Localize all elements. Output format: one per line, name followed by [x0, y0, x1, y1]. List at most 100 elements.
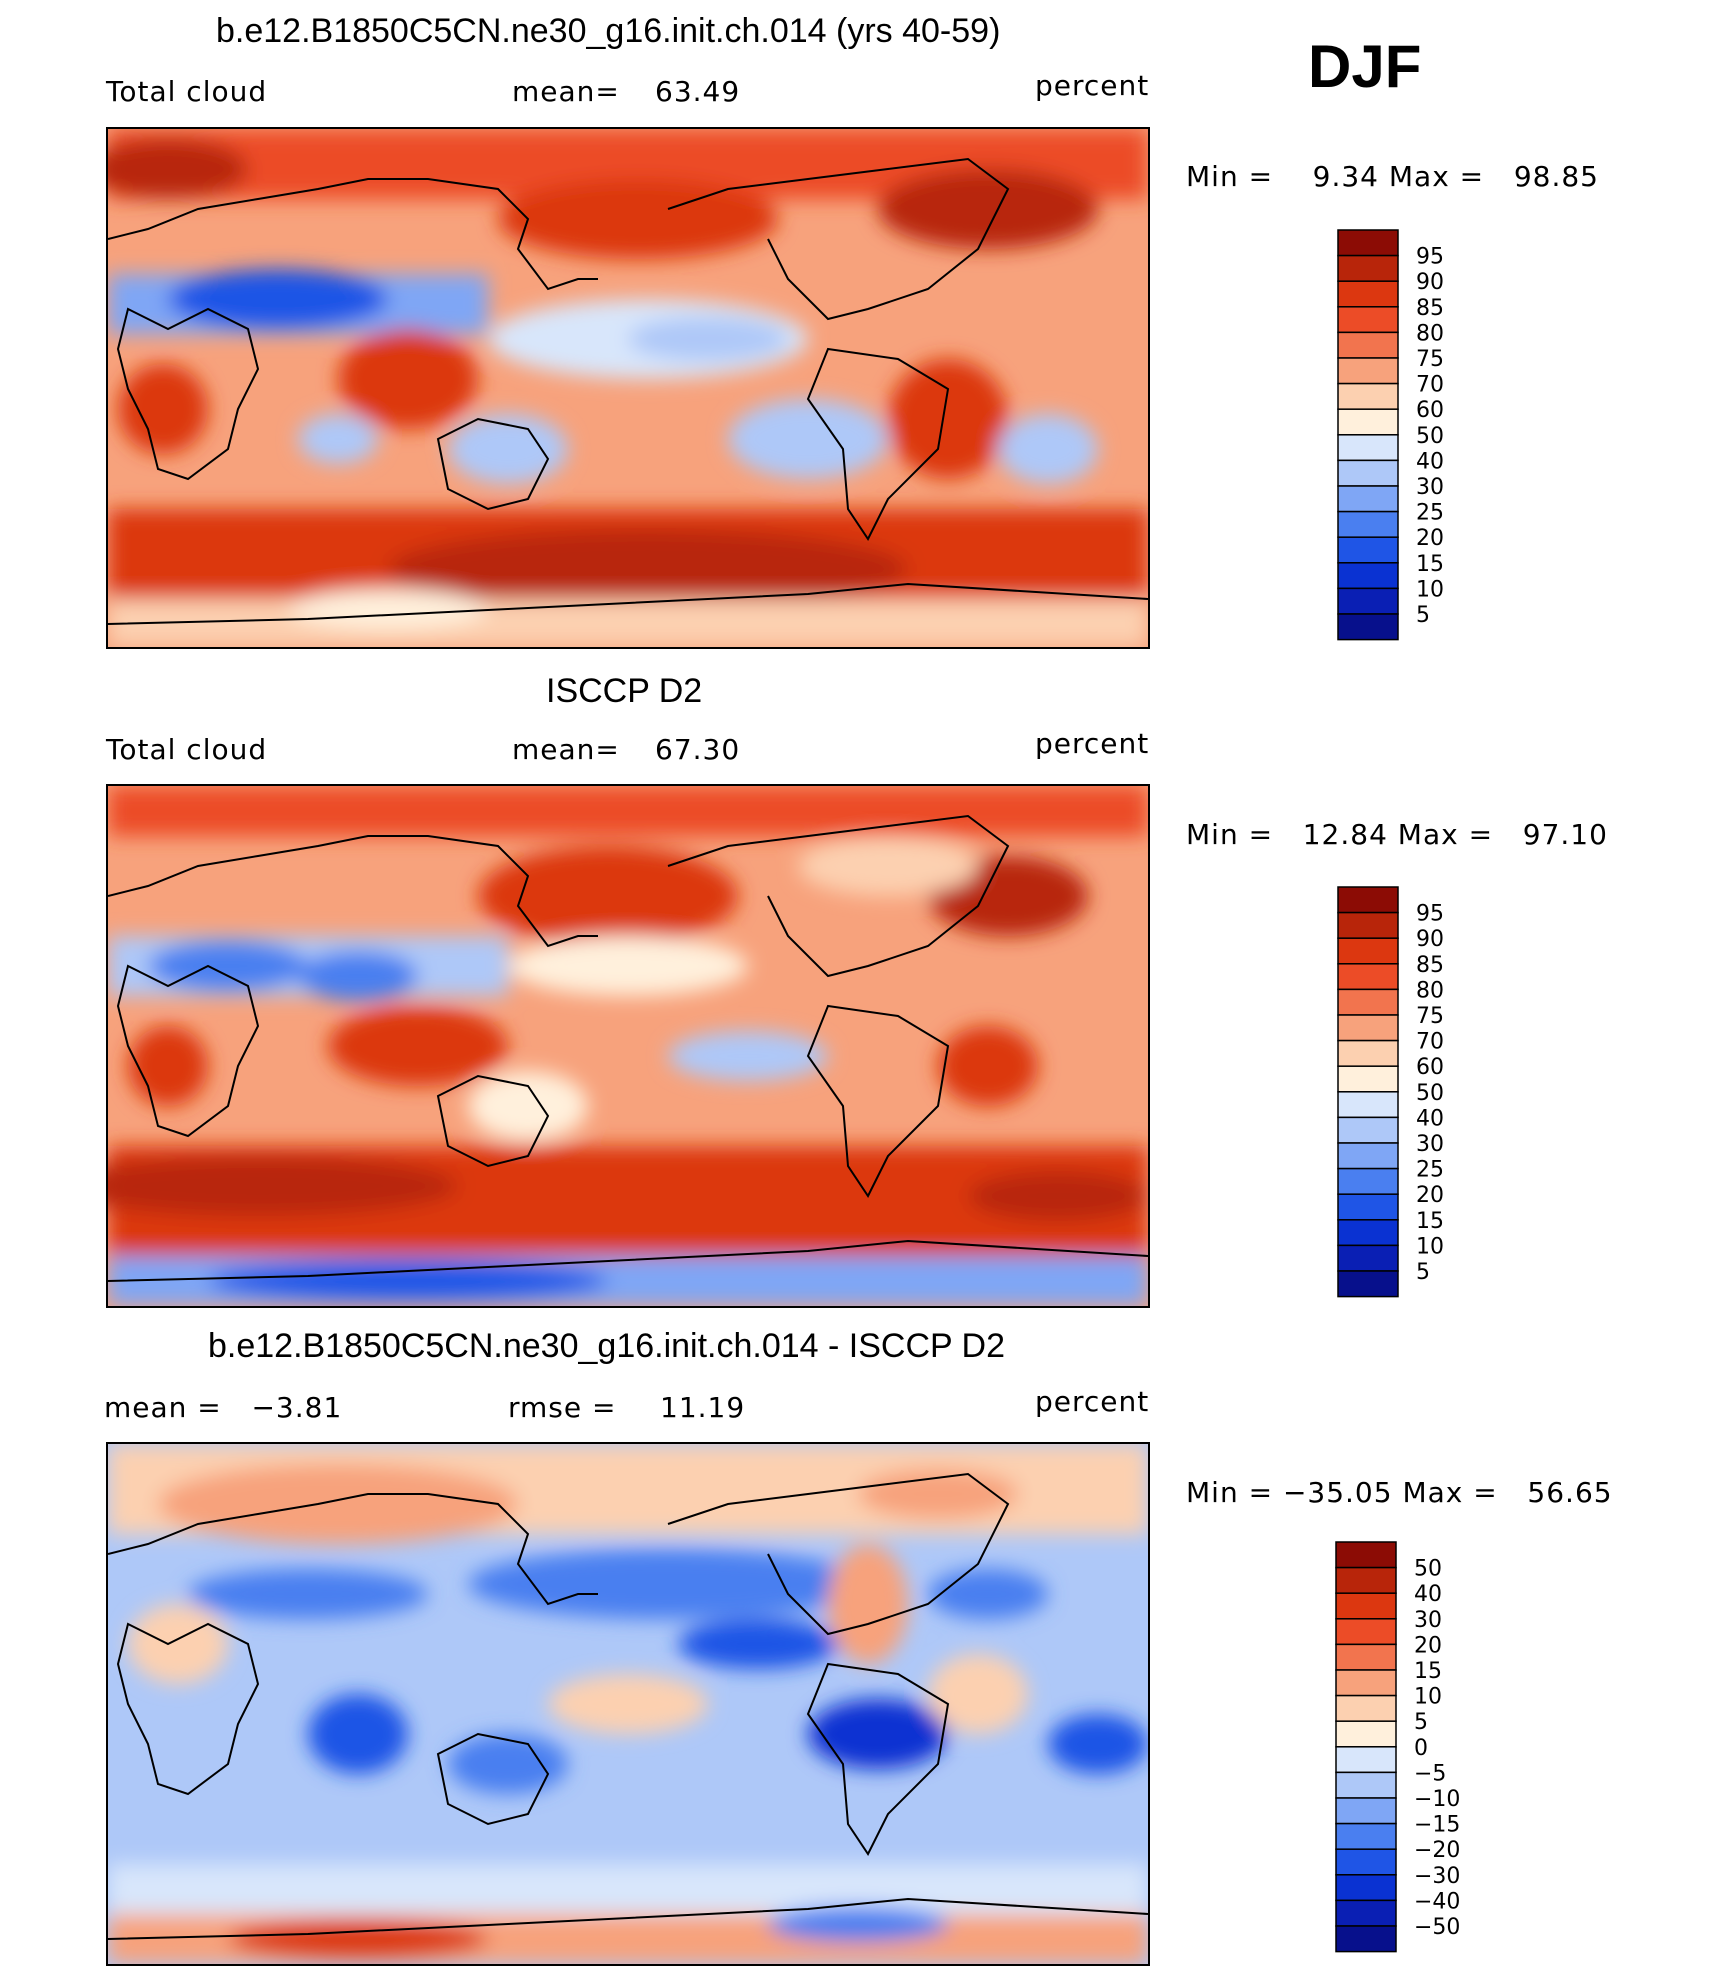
south-america-coast: [806, 1662, 950, 1856]
colorbar-tick-label: 60: [1416, 1055, 1444, 1080]
colorbar-swatch: [1337, 1116, 1399, 1144]
colorbar-tick-label: 90: [1416, 927, 1444, 952]
colorbar-tick-label: 70: [1416, 373, 1444, 398]
panel1-mean-value: 63.49: [655, 75, 741, 108]
colorbar-swatch: [1337, 229, 1399, 257]
cloud-region: [628, 317, 788, 361]
cloud-region: [1048, 1714, 1148, 1774]
eurasia-coast: [108, 1493, 598, 1606]
panel2-mean-value: 67.30: [655, 733, 741, 766]
cloud-region: [668, 1031, 828, 1081]
panel1-minmax: Min = 9.34 Max = 98.85: [1186, 160, 1599, 193]
antarctic-band: [108, 599, 1148, 647]
colorbar-tick-label: 50: [1414, 1557, 1442, 1582]
cloud-region: [298, 951, 418, 1001]
colorbar-swatch: [1337, 485, 1399, 513]
season-label: DJF: [1308, 33, 1422, 100]
colorbar-swatch: [1335, 1694, 1397, 1722]
africa-coast: [116, 964, 260, 1138]
panel3-colorbar: 50 40 30 20 15 10 5 0 −5 −10 −15 −20 −30 −40 −50: [1334, 1540, 1504, 1958]
cloud-region: [108, 1156, 458, 1216]
colorbar-tick-label: 5: [1414, 1710, 1428, 1735]
panel2-mean-label: mean=: [512, 733, 620, 766]
colorbar-swatch: [1337, 434, 1399, 462]
panel1-title: b.e12.B1850C5CN.ne30_g16.init.ch.014 (yr…: [216, 12, 1001, 50]
eurasia-coast: [108, 178, 598, 291]
cloud-region: [768, 1906, 948, 1942]
cloud-region: [128, 1026, 208, 1106]
north-america-coast: [667, 157, 1010, 321]
colorbar-tick-label: 5: [1416, 603, 1430, 628]
colorbar-swatch: [1335, 1643, 1397, 1671]
cloud-region: [968, 1171, 1148, 1221]
colorbar-swatch: [1337, 1065, 1399, 1093]
colorbar-tick-label: 95: [1416, 245, 1444, 270]
south-america-coast: [806, 347, 950, 541]
antarctica-coast: [108, 1897, 1148, 1940]
cloud-region: [798, 836, 978, 896]
colorbar-swatch: [1335, 1746, 1397, 1774]
colorbar-tick-label: 30: [1414, 1608, 1442, 1633]
colorbar-swatch: [1337, 1244, 1399, 1272]
colorbar-tick-label: 10: [1416, 577, 1444, 602]
panel2-units: percent: [1035, 727, 1150, 760]
colorbar-swatch: [1337, 1014, 1399, 1042]
colorbar-tick-label: 40: [1414, 1582, 1442, 1607]
cloud-region: [678, 1619, 838, 1669]
colorbar-swatch: [1335, 1541, 1397, 1569]
colorbar-swatch: [1337, 510, 1399, 538]
cloud-region: [478, 846, 738, 946]
panel3-minmax: Min = −35.05 Max = 56.65: [1186, 1476, 1613, 1509]
panel3-map-svg: [108, 1444, 1148, 1964]
colorbar-swatch: [1335, 1618, 1397, 1646]
colorbar-swatch: [1335, 1592, 1397, 1620]
colorbar-tick-label: 75: [1416, 347, 1444, 372]
cloud-region: [288, 589, 488, 629]
colorbar-tick-label: 5: [1416, 1260, 1430, 1285]
colorbar-swatch: [1335, 1669, 1397, 1697]
colorbar-tick-label: −5: [1414, 1761, 1446, 1786]
colorbar-tick-label: 30: [1416, 475, 1444, 500]
panel3-rmse-value: 11.19: [660, 1391, 746, 1424]
cloud-region: [328, 1006, 508, 1086]
cloud-region: [728, 399, 888, 479]
arctic-band: [108, 786, 1148, 836]
panel2-map: [106, 784, 1150, 1308]
colorbar-tick-label: 75: [1416, 1004, 1444, 1029]
cloud-region: [298, 414, 378, 464]
panel1-variable-label: Total cloud: [106, 75, 268, 108]
panel3-units: percent: [1035, 1385, 1150, 1418]
colorbar-tick-label: 80: [1416, 978, 1444, 1003]
colorbar-tick-label: 25: [1416, 1158, 1444, 1183]
coastlines: [108, 1472, 1148, 1940]
africa-coast: [116, 1622, 260, 1796]
panel2-colorbar: 95 90 85 80 75 70 60 50 40 30 25 20 15 10 5: [1336, 885, 1496, 1303]
cloud-region: [468, 1549, 868, 1619]
colorbar-swatch: [1337, 1270, 1399, 1298]
colorbar-swatch: [1337, 536, 1399, 564]
cloud-region: [388, 529, 908, 609]
southern-ocean-band: [108, 1864, 1148, 1914]
colorbar-tick-label: 80: [1416, 321, 1444, 346]
panel3-mean: mean = −3.81: [104, 1391, 343, 1424]
colorbar-swatch: [1335, 1822, 1397, 1850]
cloud-region: [148, 941, 308, 991]
australia-coast: [436, 1732, 550, 1826]
cloud-region: [498, 179, 778, 259]
colorbar-tick-label: 20: [1416, 1183, 1444, 1208]
colorbar-tick-label: 25: [1416, 501, 1444, 526]
colorbar-tick-label: −50: [1414, 1915, 1460, 1940]
cloud-region: [188, 1569, 428, 1619]
colorbar-tick-label: 10: [1414, 1685, 1442, 1710]
colorbar-swatch: [1337, 937, 1399, 965]
colorbar-tick-label: −15: [1414, 1813, 1460, 1838]
panel1-mean-label: mean=: [512, 75, 620, 108]
eurasia-coast: [108, 835, 598, 948]
colorbar-tick-label: 15: [1414, 1659, 1442, 1684]
colorbar-tick-label: 70: [1416, 1030, 1444, 1055]
antarctica-coast: [108, 582, 1148, 625]
cloud-region: [448, 414, 568, 484]
colorbar-swatch: [1335, 1566, 1397, 1594]
colorbar-tick-label: 20: [1416, 526, 1444, 551]
